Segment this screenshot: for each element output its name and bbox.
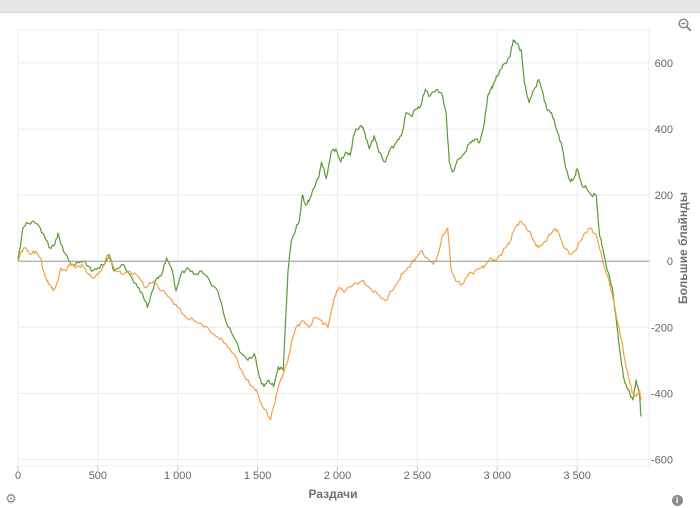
info-icon[interactable]: i xyxy=(670,493,684,507)
series-line-2[interactable] xyxy=(17,221,642,421)
x-tick-label: 3 000 xyxy=(483,470,511,482)
x-tick-label: 0 xyxy=(15,470,21,482)
gear-icon[interactable]: ⚙ xyxy=(5,491,17,506)
plot-area xyxy=(17,29,650,467)
x-tick-label: 500 xyxy=(89,470,107,482)
x-tick-label: 1 000 xyxy=(164,470,192,482)
y-tick-label: 200 xyxy=(655,190,673,202)
y-tick-label: -400 xyxy=(651,388,673,400)
y-tick-label: 0 xyxy=(667,256,673,268)
x-tick-label: 2 500 xyxy=(404,470,432,482)
top-bar xyxy=(0,0,700,13)
zoom-out-icon[interactable] xyxy=(678,18,692,32)
y-tick-label: -600 xyxy=(651,454,673,466)
y-tick-label: -200 xyxy=(651,322,673,334)
series-line-1[interactable] xyxy=(17,39,642,417)
x-tick-label: 1 500 xyxy=(244,470,272,482)
x-tick-label: 3 500 xyxy=(563,470,591,482)
y-axis-ticks: 600 400 200 0 -200 -400 -600 xyxy=(651,58,673,466)
x-axis-title: Раздачи xyxy=(309,487,358,501)
x-axis-ticks: 0 500 1 000 1 500 2 000 2 500 3 000 3 500 xyxy=(15,466,591,482)
y-tick-label: 600 xyxy=(655,58,673,70)
x-tick-label: 2 000 xyxy=(324,470,352,482)
y-axis-title: Большие блайнды xyxy=(676,192,690,304)
y-tick-label: 400 xyxy=(655,124,673,136)
series-layer xyxy=(17,39,642,421)
